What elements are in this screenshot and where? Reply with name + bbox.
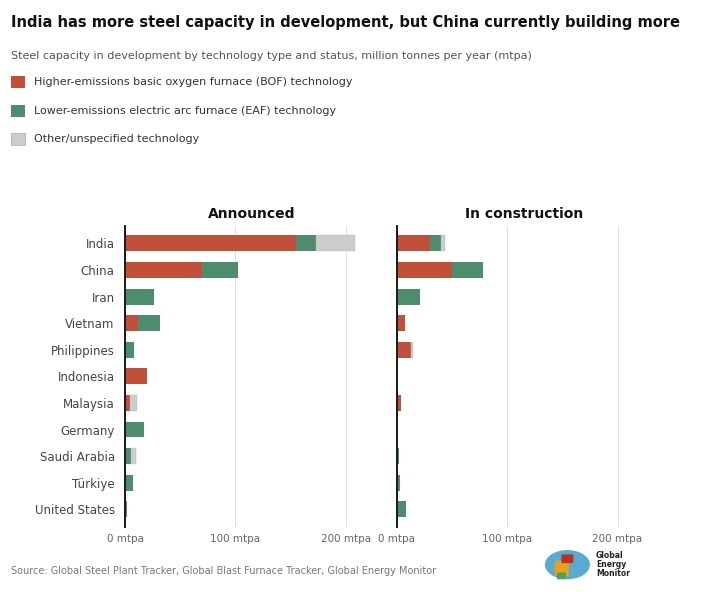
Bar — [397, 236, 430, 251]
Bar — [125, 395, 129, 411]
Bar — [125, 475, 133, 491]
Bar — [397, 502, 405, 517]
Bar — [397, 395, 401, 411]
Bar — [397, 342, 411, 358]
Bar — [125, 342, 134, 358]
Bar — [139, 315, 160, 331]
Bar — [397, 448, 399, 464]
Bar — [125, 421, 144, 437]
Bar — [430, 236, 441, 251]
Title: In construction: In construction — [465, 207, 583, 221]
Bar — [125, 262, 202, 278]
Circle shape — [545, 550, 590, 580]
Bar — [125, 315, 139, 331]
Title: Announced: Announced — [208, 207, 296, 221]
Bar — [129, 395, 137, 411]
Bar — [441, 236, 445, 251]
Bar — [397, 289, 420, 305]
Bar — [397, 475, 400, 491]
Bar — [131, 448, 136, 464]
Bar — [125, 368, 147, 384]
Bar — [202, 262, 237, 278]
Text: Monitor: Monitor — [596, 569, 630, 578]
Text: Global: Global — [596, 552, 623, 560]
Text: Source: Global Steel Plant Tracker, Global Blast Furnace Tracker, Global Energy : Source: Global Steel Plant Tracker, Glob… — [11, 566, 436, 576]
Bar — [125, 236, 296, 251]
Bar — [397, 262, 452, 278]
Bar — [125, 502, 127, 517]
Bar — [296, 236, 316, 251]
Text: Lower-emissions electric arc furnace (EAF) technology: Lower-emissions electric arc furnace (EA… — [34, 106, 336, 115]
Text: India has more steel capacity in development, but China currently building more: India has more steel capacity in develop… — [11, 15, 680, 30]
Bar — [125, 289, 154, 305]
Text: Energy: Energy — [596, 560, 626, 569]
FancyBboxPatch shape — [561, 555, 573, 563]
Text: Higher-emissions basic oxygen furnace (BOF) technology: Higher-emissions basic oxygen furnace (B… — [34, 77, 352, 87]
Text: Steel capacity in development by technology type and status, million tonnes per : Steel capacity in development by technol… — [11, 51, 531, 61]
Bar — [452, 262, 483, 278]
Bar — [411, 342, 413, 358]
Bar — [316, 236, 355, 251]
Text: Other/unspecified technology: Other/unspecified technology — [34, 134, 199, 144]
FancyBboxPatch shape — [555, 560, 569, 576]
FancyBboxPatch shape — [557, 572, 566, 580]
Bar — [125, 448, 131, 464]
Bar — [397, 315, 405, 331]
